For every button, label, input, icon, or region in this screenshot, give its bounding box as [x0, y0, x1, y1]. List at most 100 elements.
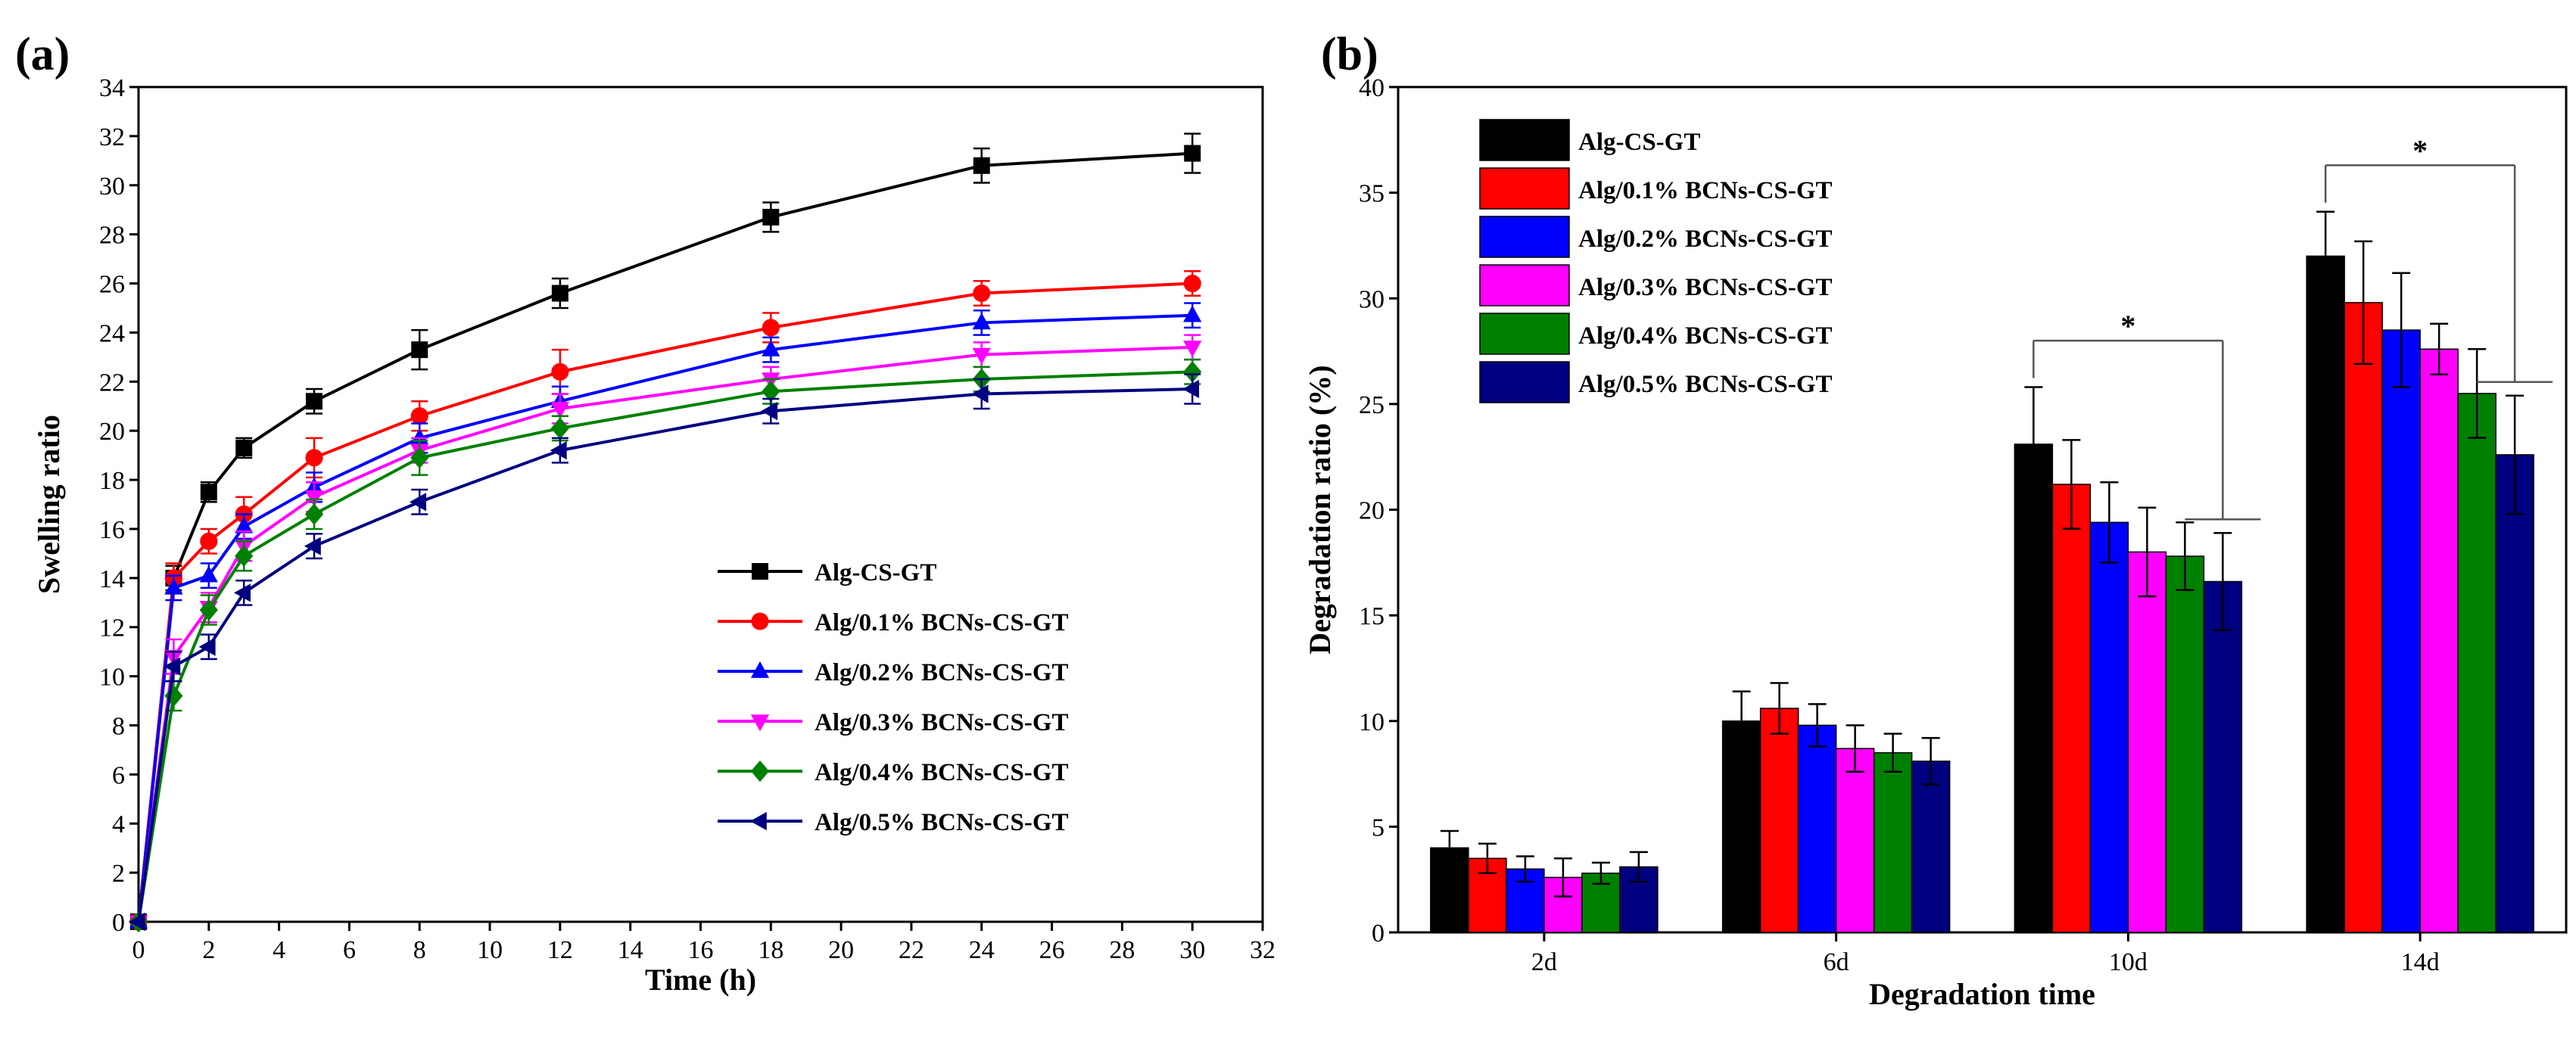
data-point: [551, 285, 568, 302]
legend-swatch: [1479, 167, 1570, 210]
data-point: [411, 341, 428, 359]
x-axis-label: Degradation time: [1869, 977, 2095, 1011]
bar: [1911, 761, 1951, 933]
legend-label: Alg/0.1% BCNs-CS-GT: [815, 609, 1069, 636]
data-point: [1183, 361, 1202, 383]
y-tick-label: 12: [99, 615, 125, 643]
legend-swatch: [1479, 216, 1570, 258]
legend: Alg-CS-GT Alg/0.1% BCNs-CS-GT Alg/0.2% BCN…: [1479, 119, 1833, 403]
data-point: [1182, 379, 1199, 399]
series-line: [137, 282, 1193, 923]
x-tick-label: 30: [1179, 936, 1205, 964]
x-tick-label: 2: [202, 936, 215, 964]
bar: [2089, 521, 2129, 933]
series-line: [137, 151, 1193, 923]
data-point: [971, 384, 989, 403]
data-point: [234, 583, 251, 602]
x-tick-label: 2d: [1531, 948, 1557, 976]
bar: [2381, 329, 2421, 933]
legend-label: Alg/0.2% BCNs-CS-GT: [1578, 226, 1833, 253]
bar-series-5: [1619, 394, 2534, 933]
data-point: [550, 417, 569, 440]
legend-swatch: [1479, 119, 1570, 161]
significance-star: *: [2120, 309, 2135, 343]
data-point: [199, 599, 218, 621]
legend-marker: [749, 811, 767, 831]
legend-label: Alg/0.3% BCNs-CS-GT: [815, 709, 1069, 736]
bar: [2165, 555, 2205, 933]
x-tick-label: 26: [1039, 936, 1065, 964]
panel-a-label: (a): [15, 29, 70, 80]
y-tick-label: 32: [99, 123, 125, 151]
y-tick-label: 0: [112, 909, 125, 937]
x-tick-label: 20: [828, 936, 854, 964]
series-4: [129, 358, 1202, 933]
data-point: [1184, 145, 1201, 162]
x-tick-label: 10: [477, 936, 503, 964]
series-line: [137, 370, 1193, 923]
x-tick-label: 0: [132, 936, 145, 964]
y-tick-label: 25: [1359, 391, 1385, 419]
data-point: [304, 503, 324, 525]
series-line: [137, 345, 1193, 923]
legend-label: Alg/0.5% BCNs-CS-GT: [815, 809, 1069, 836]
x-tick-label: 32: [1250, 936, 1276, 964]
y-tick-label: 5: [1372, 814, 1385, 842]
data-point: [550, 402, 569, 419]
bar: [1835, 748, 1875, 933]
data-point: [198, 637, 216, 656]
y-tick-label: 10: [1359, 708, 1385, 736]
y-tick-label: 34: [99, 74, 125, 102]
bar: [2127, 551, 2167, 933]
series-line: [137, 313, 1193, 923]
series-line: [137, 387, 1193, 923]
data-point: [1183, 305, 1202, 322]
legend-marker: [751, 612, 769, 630]
data-point: [973, 284, 991, 303]
data-point: [972, 313, 991, 330]
legend: Alg-CS-GT Alg/0.1% BCNs-CS-GT Alg/0.2% BCN…: [718, 559, 1069, 836]
x-tick-label: 6: [343, 936, 356, 964]
bar-series-4: [1581, 348, 2497, 933]
data-point: [972, 347, 991, 365]
legend-label: Alg/0.5% BCNs-CS-GT: [1578, 371, 1833, 398]
plot-frame: [137, 86, 1264, 923]
legend-label: Alg/0.1% BCNs-CS-GT: [1578, 177, 1833, 204]
y-tick-label: 28: [99, 222, 125, 250]
x-tick-label: 14d: [2401, 948, 2440, 976]
y-tick-label: 4: [112, 811, 125, 839]
bar-series-1: [1468, 240, 2383, 933]
bar: [2495, 454, 2534, 933]
legend-swatch: [1479, 313, 1570, 355]
bar: [2014, 443, 2054, 933]
data-point: [164, 577, 183, 595]
y-tick-label: 10: [99, 664, 125, 692]
y-tick-label: 6: [112, 761, 125, 789]
x-tick-label: 28: [1109, 936, 1135, 964]
series-5: [128, 373, 1201, 932]
data-point: [551, 363, 569, 381]
data-point: [128, 912, 145, 932]
data-point: [410, 493, 427, 512]
data-point: [410, 407, 428, 425]
legend-label: Alg/0.3% BCNs-CS-GT: [1578, 274, 1833, 301]
x-axis-ticks: 2d 6d 10d 14d: [1531, 932, 2440, 976]
panel-b-label: (b): [1321, 29, 1378, 80]
legend-label: Alg/0.2% BCNs-CS-GT: [815, 659, 1069, 686]
x-tick-label: 10d: [2109, 948, 2148, 976]
y-tick-label: 24: [99, 319, 125, 347]
data-point: [973, 157, 990, 174]
bar-series-3: [1543, 322, 2459, 933]
y-tick-label: 30: [99, 173, 125, 201]
legend-swatch: [1479, 264, 1570, 307]
y-tick-label: 14: [99, 565, 125, 593]
legend-marker: [752, 563, 768, 580]
x-tick-label: 18: [758, 936, 783, 964]
legend-label: Alg/0.4% BCNs-CS-GT: [1578, 322, 1833, 350]
data-point: [200, 484, 217, 501]
y-tick-label: 40: [1359, 74, 1385, 102]
data-point: [306, 393, 323, 410]
y-axis-label: Degradation ratio (%): [1303, 365, 1337, 654]
y-tick-label: 0: [1372, 920, 1385, 948]
data-point: [199, 565, 218, 583]
